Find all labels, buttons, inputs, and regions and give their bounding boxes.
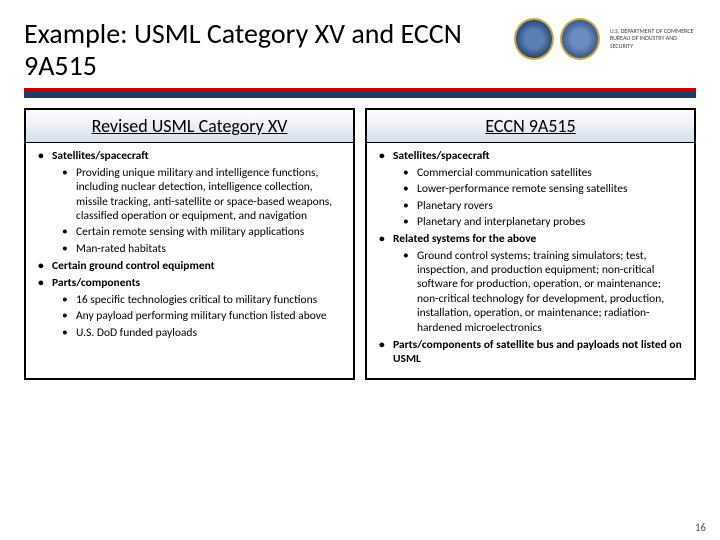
sub-list: 16 specific technologies critical to mil… — [52, 293, 343, 340]
sub-list-item: Providing unique military and intelligen… — [52, 166, 343, 224]
list-item: Parts/components 16 specific technologies… — [36, 276, 343, 340]
dept-line2: BUREAU OF INDUSTRY AND SECURITY — [610, 35, 696, 49]
doc-seal-icon — [514, 18, 554, 60]
right-list: Satellites/spacecraft Commercial communic… — [377, 149, 684, 366]
sub-list-item: Any payload performing military function… — [52, 309, 343, 323]
list-item: Certain ground control equipment — [36, 259, 343, 273]
blue-divider — [24, 92, 696, 98]
right-header: ECCN 9A515 — [367, 110, 694, 143]
right-body: Satellites/spacecraft Commercial communic… — [367, 143, 694, 377]
columns: Revised USML Category XV Satellites/spac… — [24, 108, 696, 379]
slide-title: Example: USML Category XV and ECCN 9A515 — [24, 18, 514, 82]
dept-text: U.S. DEPARTMENT OF COMMERCE BUREAU OF IN… — [610, 28, 696, 50]
left-header: Revised USML Category XV — [26, 110, 353, 143]
sub-list-item: Planetary rovers — [393, 199, 684, 213]
logo-block: U.S. DEPARTMENT OF COMMERCE BUREAU OF IN… — [514, 18, 696, 60]
slide-header: Example: USML Category XV and ECCN 9A515… — [24, 18, 696, 82]
list-item-label: Parts/components of satellite bus and pa… — [393, 338, 682, 366]
left-body: Satellites/spacecraft Providing unique mi… — [26, 143, 353, 351]
sub-list-item: Man-rated habitats — [52, 242, 343, 256]
list-item: Parts/components of satellite bus and pa… — [377, 338, 684, 367]
list-item-label: Certain ground control equipment — [52, 259, 215, 273]
list-item-label: Satellites/spacecraft — [52, 149, 149, 163]
sub-list: Ground control systems; training simulat… — [393, 249, 684, 335]
sub-list-item: Ground control systems; training simulat… — [393, 249, 684, 335]
right-column: ECCN 9A515 Satellites/spacecraft Commerci… — [365, 108, 696, 379]
sub-list-item: 16 specific technologies critical to mil… — [52, 293, 343, 307]
left-column: Revised USML Category XV Satellites/spac… — [24, 108, 355, 379]
left-list: Satellites/spacecraft Providing unique mi… — [36, 149, 343, 340]
sub-list: Commercial communication satellites Lower… — [393, 166, 684, 230]
list-item-label: Parts/components — [52, 276, 140, 290]
list-item-label: Related systems for the above — [393, 232, 536, 246]
sub-list-item: Certain remote sensing with military app… — [52, 225, 343, 239]
list-item: Satellites/spacecraft Commercial communic… — [377, 149, 684, 229]
bis-seal-icon — [560, 18, 600, 60]
list-item-label: Satellites/spacecraft — [393, 149, 490, 163]
sub-list-item: Lower-performance remote sensing satelli… — [393, 182, 684, 196]
list-item: Satellites/spacecraft Providing unique mi… — [36, 149, 343, 256]
sub-list-item: Planetary and interplanetary probes — [393, 215, 684, 229]
sub-list-item: U.S. DoD funded payloads — [52, 326, 343, 340]
sub-list: Providing unique military and intelligen… — [52, 166, 343, 256]
page-number: 16 — [695, 521, 706, 534]
list-item: Related systems for the above Ground cont… — [377, 232, 684, 335]
sub-list-item: Commercial communication satellites — [393, 166, 684, 180]
